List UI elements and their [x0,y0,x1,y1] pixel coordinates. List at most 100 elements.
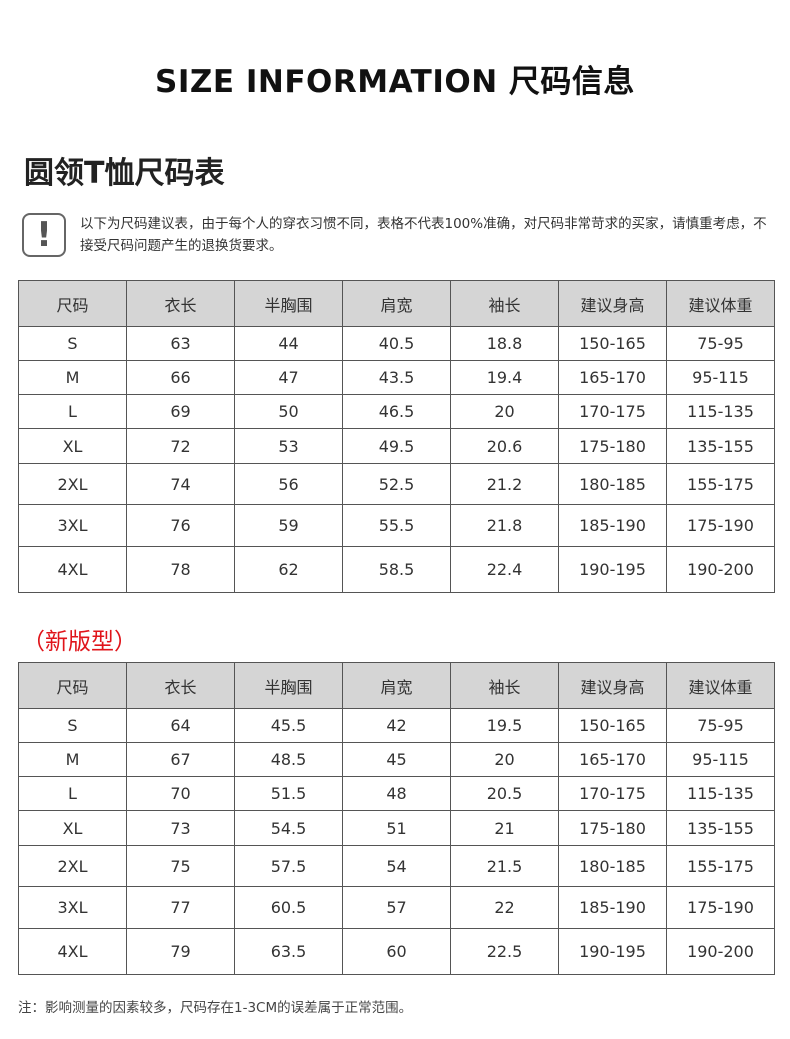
table-cell: 48.5 [234,742,343,777]
table-cell: 115-135 [666,776,775,811]
table-row: XL 73 54.5 51 21 175-180 135-155 [18,810,775,846]
table-cell: 175-190 [666,504,775,547]
table-cell: 70 [126,776,235,811]
footnote: 注：影响测量的因素较多，尺码存在1-3CM的误差属于正常范围。 [18,1000,413,1016]
table-cell: 42 [342,708,451,743]
table-cell: 45.5 [234,708,343,743]
column-header: 半胸围 [234,662,343,709]
table-cell: 66 [126,360,235,395]
table-row: 2XL 75 57.5 54 21.5 180-185 155-175 [18,845,775,887]
table-cell: 190-195 [558,546,667,593]
table-cell: 18.8 [450,326,559,361]
table-cell: 135-155 [666,428,775,464]
table-cell: 22.5 [450,928,559,975]
table-cell: 20.5 [450,776,559,811]
column-header: 袖长 [450,280,559,327]
table-header-row: 尺码 衣长 半胸围 肩宽 袖长 建议身高 建议体重 [18,662,775,709]
column-header: 尺码 [18,280,127,327]
table-cell: 58.5 [342,546,451,593]
table-cell: 60 [342,928,451,975]
table-row: L 69 50 46.5 20 170-175 115-135 [18,394,775,429]
table-cell: 74 [126,463,235,505]
table-cell: 190-200 [666,546,775,593]
table-cell: 19.4 [450,360,559,395]
table-row: 4XL 78 62 58.5 22.4 190-195 190-200 [18,546,775,593]
table-cell: 62 [234,546,343,593]
table-cell: 78 [126,546,235,593]
table-row: 3XL 77 60.5 57 22 185-190 175-190 [18,886,775,929]
table-cell: 175-180 [558,810,667,846]
table-cell: 155-175 [666,463,775,505]
table-cell: 56 [234,463,343,505]
table-cell: M [18,360,127,395]
table-cell: 22.4 [450,546,559,593]
table-cell: 185-190 [558,886,667,929]
table-cell: L [18,776,127,811]
table-cell: 69 [126,394,235,429]
table-cell: 49.5 [342,428,451,464]
table-cell: 67 [126,742,235,777]
table-cell: 175-190 [666,886,775,929]
table-cell: 150-165 [558,326,667,361]
column-header: 尺码 [18,662,127,709]
table-cell: 4XL [18,546,127,593]
table-cell: 75 [126,845,235,887]
table-cell: 95-115 [666,742,775,777]
table-cell: 77 [126,886,235,929]
table-cell: 180-185 [558,463,667,505]
table-cell: XL [18,428,127,464]
table-cell: 170-175 [558,776,667,811]
table-cell: 190-200 [666,928,775,975]
table-cell: 20.6 [450,428,559,464]
table-cell: 50 [234,394,343,429]
table-cell: 3XL [18,504,127,547]
size-table-new-fit: 尺码 衣长 半胸围 肩宽 袖长 建议身高 建议体重 S 64 45.5 42 19.5 150-165… [18,662,775,975]
table-cell: 185-190 [558,504,667,547]
table-cell: 54.5 [234,810,343,846]
table-cell: M [18,742,127,777]
table-cell: 64 [126,708,235,743]
table-cell: L [18,394,127,429]
table-cell: 20 [450,394,559,429]
table-cell: 51.5 [234,776,343,811]
table-cell: 170-175 [558,394,667,429]
table-cell: 21.5 [450,845,559,887]
table-cell: 165-170 [558,742,667,777]
table-cell: 76 [126,504,235,547]
table-cell: 40.5 [342,326,451,361]
column-header: 肩宽 [342,662,451,709]
table-cell: 21.2 [450,463,559,505]
table-cell: 72 [126,428,235,464]
table-cell: 150-165 [558,708,667,743]
table-cell: 73 [126,810,235,846]
table-cell: 52.5 [342,463,451,505]
table-row: 4XL 79 63.5 60 22.5 190-195 190-200 [18,928,775,975]
table-cell: 51 [342,810,451,846]
table-row: 2XL 74 56 52.5 21.2 180-185 155-175 [18,463,775,505]
new-fit-label: （新版型） [22,629,137,655]
table-cell: 46.5 [342,394,451,429]
table-cell: 155-175 [666,845,775,887]
column-header: 建议身高 [558,280,667,327]
table-cell: S [18,708,127,743]
table-cell: 21.8 [450,504,559,547]
table-header-row: 尺码 衣长 半胸围 肩宽 袖长 建议身高 建议体重 [18,280,775,327]
table-cell: 75-95 [666,708,775,743]
table-cell: 54 [342,845,451,887]
table-cell: 95-115 [666,360,775,395]
table-row: L 70 51.5 48 20.5 170-175 115-135 [18,776,775,811]
column-header: 建议体重 [666,662,775,709]
table-row: 3XL 76 59 55.5 21.8 185-190 175-190 [18,504,775,547]
table-cell: 75-95 [666,326,775,361]
page-title: SIZE INFORMATION 尺码信息 [155,64,635,100]
table-cell: 57 [342,886,451,929]
table-cell: 135-155 [666,810,775,846]
table-row: S 63 44 40.5 18.8 150-165 75-95 [18,326,775,361]
table-cell: 55.5 [342,504,451,547]
table-cell: 21 [450,810,559,846]
exclamation-icon: ! [22,213,66,257]
table-cell: 63.5 [234,928,343,975]
size-table-classic: 尺码 衣长 半胸围 肩宽 袖长 建议身高 建议体重 S 63 44 40.5 18.8 150-165… [18,280,775,593]
table-cell: 2XL [18,845,127,887]
